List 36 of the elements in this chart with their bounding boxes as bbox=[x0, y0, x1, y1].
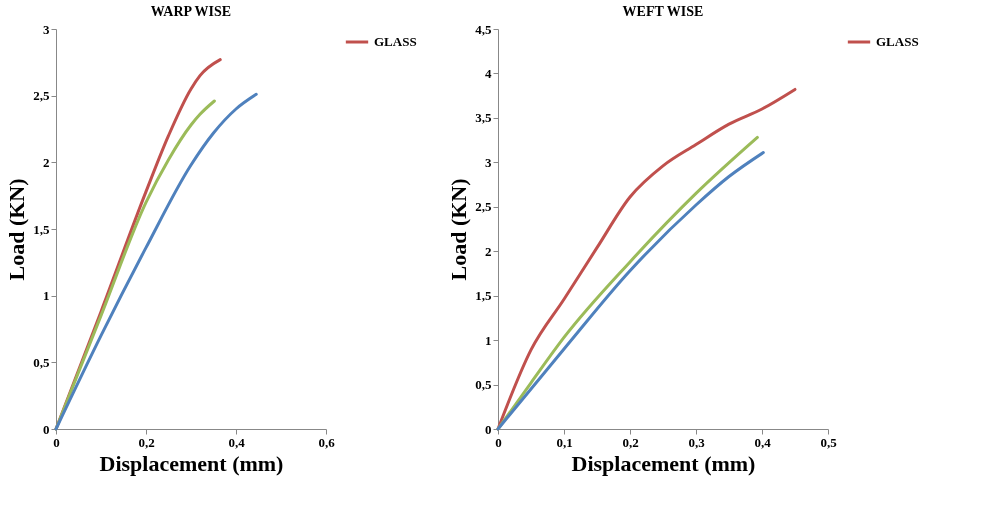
y-tick-label: 2 bbox=[485, 243, 492, 259]
x-axis-title: Displacement (mm) bbox=[99, 450, 284, 476]
x-tick-label: 0,4 bbox=[754, 434, 772, 450]
y-tick-label: 1 bbox=[43, 288, 50, 304]
x-tick-label: 0,1 bbox=[556, 434, 573, 450]
y-tick-label: 2 bbox=[43, 154, 50, 170]
y-tick-label: 1 bbox=[485, 332, 492, 348]
chart-title: WARP WISE bbox=[150, 4, 232, 19]
y-tick-label: 3 bbox=[485, 154, 492, 170]
x-tick-label: 0 bbox=[495, 434, 502, 450]
y-tick-label: 0 bbox=[485, 421, 492, 437]
x-axis-title: Displacement (mm) bbox=[571, 450, 756, 476]
x-tick-label: 0,5 bbox=[820, 434, 838, 450]
x-tick-label: 0 bbox=[53, 434, 60, 450]
y-tick-label: 0 bbox=[43, 421, 50, 437]
y-axis-title: Load (KN) bbox=[4, 178, 30, 281]
y-tick-label: 1,5 bbox=[475, 288, 492, 304]
y-tick-label: 0,5 bbox=[33, 354, 50, 370]
y-tick-label: 1,5 bbox=[33, 221, 50, 237]
line-series bbox=[54, 92, 258, 431]
y-tick-label: 2,5 bbox=[33, 88, 50, 104]
legend-label: GLASS bbox=[374, 34, 417, 49]
y-tick-label: 0,5 bbox=[475, 377, 492, 393]
y-tick-label: 2,5 bbox=[475, 199, 492, 215]
legend-label: GLASS bbox=[876, 34, 919, 49]
chart-title: WEFT WISE bbox=[622, 4, 704, 19]
x-tick-label: 0,2 bbox=[138, 434, 155, 450]
y-tick-label: 4,5 bbox=[475, 21, 492, 37]
y-tick-label: 3 bbox=[43, 21, 50, 37]
y-tick-label: 3,5 bbox=[475, 110, 492, 126]
y-axis-title: Load (KN) bbox=[446, 178, 472, 281]
x-tick-label: 0,4 bbox=[228, 434, 246, 450]
x-tick-label: 0,2 bbox=[622, 434, 639, 450]
x-tick-label: 0,3 bbox=[688, 434, 706, 450]
y-tick-label: 4 bbox=[485, 65, 492, 81]
x-tick-label: 0,6 bbox=[318, 434, 336, 450]
